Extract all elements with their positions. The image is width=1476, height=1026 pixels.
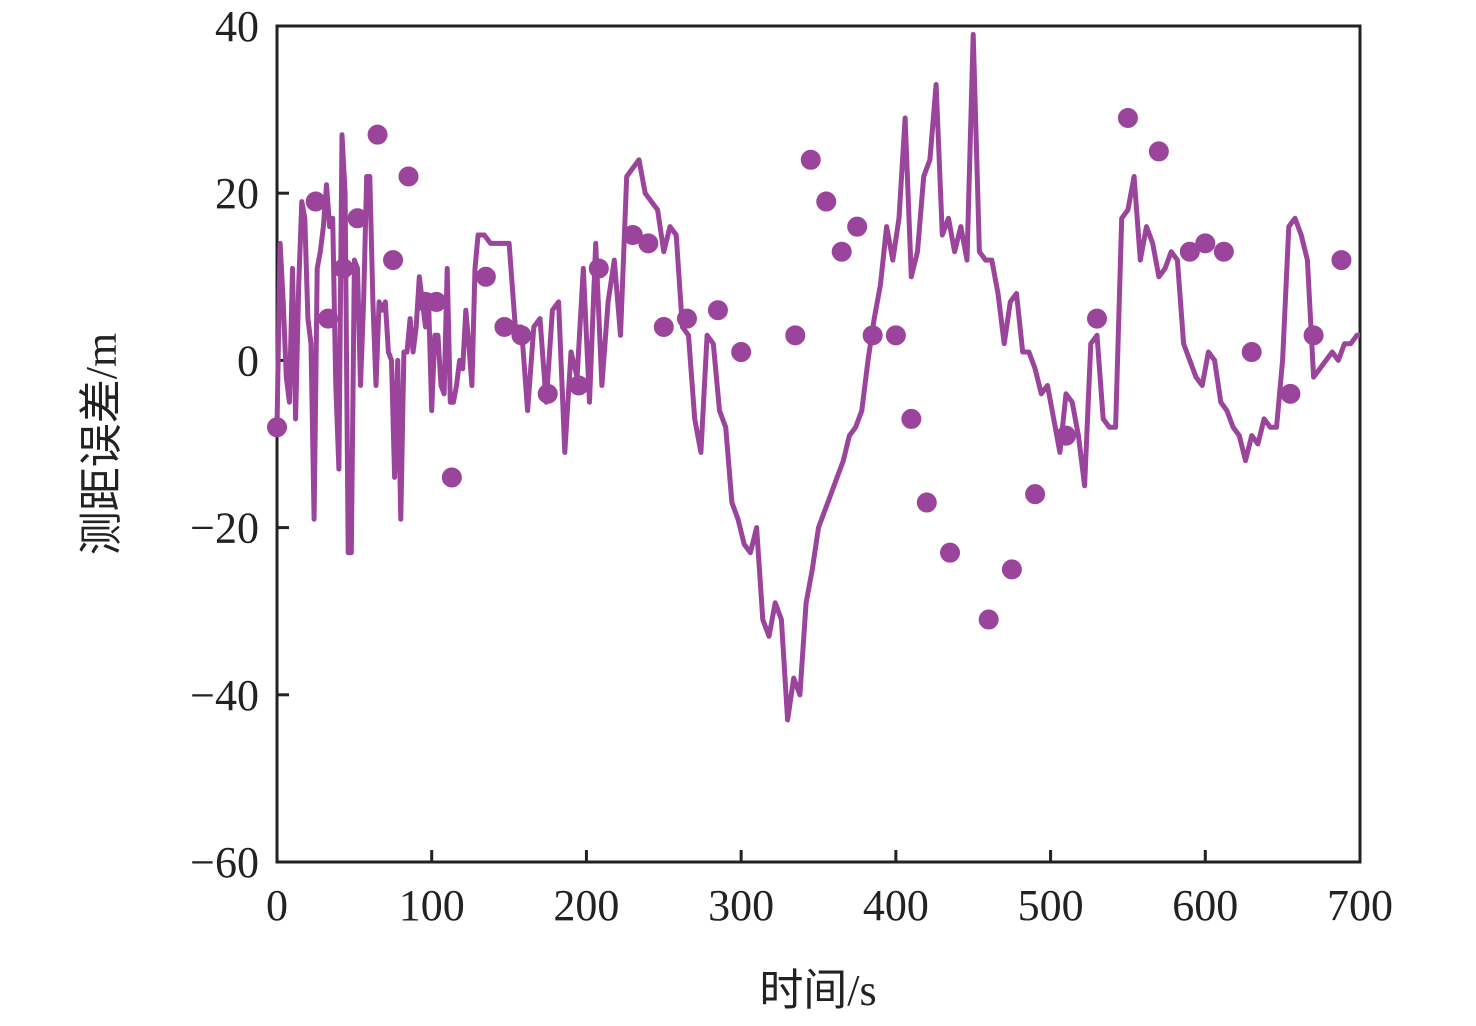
data-point-marker <box>1001 559 1022 580</box>
data-point-marker <box>1280 383 1301 404</box>
data-point-marker <box>1148 141 1169 162</box>
data-point-marker <box>800 149 821 170</box>
data-point-marker <box>785 325 806 346</box>
data-point-marker <box>267 417 287 438</box>
data-point-marker <box>901 408 922 429</box>
data-point-marker <box>511 325 532 346</box>
data-point-marker <box>537 383 558 404</box>
data-point-marker <box>475 266 496 287</box>
x-tick-label: 0 <box>266 881 288 930</box>
data-point-marker <box>653 316 674 337</box>
data-point-marker <box>588 258 609 279</box>
data-point-marker <box>1179 241 1200 262</box>
data-point-marker <box>305 191 326 212</box>
y-tick-label: 20 <box>215 169 259 218</box>
x-tick-label: 200 <box>553 881 619 930</box>
x-tick-label: 700 <box>1327 881 1393 930</box>
data-point-marker <box>367 124 388 145</box>
y-tick-label: −40 <box>190 671 259 720</box>
y-tick-label: −20 <box>190 504 259 553</box>
data-point-marker <box>1086 308 1107 329</box>
series-layer <box>274 31 1360 723</box>
data-point-marker <box>398 166 419 187</box>
data-point-marker <box>333 258 354 279</box>
data-point-marker <box>494 316 515 337</box>
data-point-marker <box>978 609 999 630</box>
x-tick-label: 600 <box>1172 881 1238 930</box>
data-point-marker <box>638 233 659 254</box>
data-point-marker <box>831 241 852 262</box>
data-point-marker <box>622 225 643 245</box>
data-point-marker <box>885 325 906 346</box>
x-axis-title: 时间/s <box>759 966 876 1015</box>
data-point-marker <box>1025 484 1046 505</box>
series-line <box>274 31 1360 723</box>
data-point-marker <box>318 308 339 329</box>
x-tick-label: 400 <box>863 881 929 930</box>
data-point-marker <box>568 375 589 396</box>
data-point-marker <box>1117 107 1138 128</box>
data-point-marker <box>1303 325 1324 346</box>
y-axis-title: 测距误差/m <box>77 333 126 555</box>
y-tick-label: 40 <box>215 2 259 51</box>
data-point-marker <box>1241 342 1262 363</box>
data-point-marker <box>1056 425 1077 446</box>
data-point-marker <box>707 300 728 321</box>
marker-layer <box>267 107 1352 630</box>
x-tick-label: 100 <box>399 881 465 930</box>
data-point-marker <box>676 308 697 329</box>
y-tick-label: −60 <box>190 838 259 887</box>
data-point-marker <box>916 492 937 513</box>
data-point-marker <box>847 216 868 237</box>
data-point-marker <box>1213 241 1234 262</box>
data-point-marker <box>731 342 752 363</box>
data-point-marker <box>441 467 462 488</box>
data-point-marker <box>1331 250 1352 271</box>
data-point-marker <box>1195 233 1216 254</box>
x-tick-label: 500 <box>1018 881 1084 930</box>
plot-frame <box>275 24 1362 864</box>
y-tick-label: 0 <box>237 336 259 385</box>
data-point-marker <box>940 542 961 563</box>
data-point-marker <box>383 250 404 271</box>
data-point-marker <box>862 325 883 346</box>
data-point-marker <box>347 208 368 229</box>
x-tick-label: 300 <box>708 881 774 930</box>
data-point-marker <box>816 191 837 212</box>
data-point-marker <box>426 291 447 312</box>
